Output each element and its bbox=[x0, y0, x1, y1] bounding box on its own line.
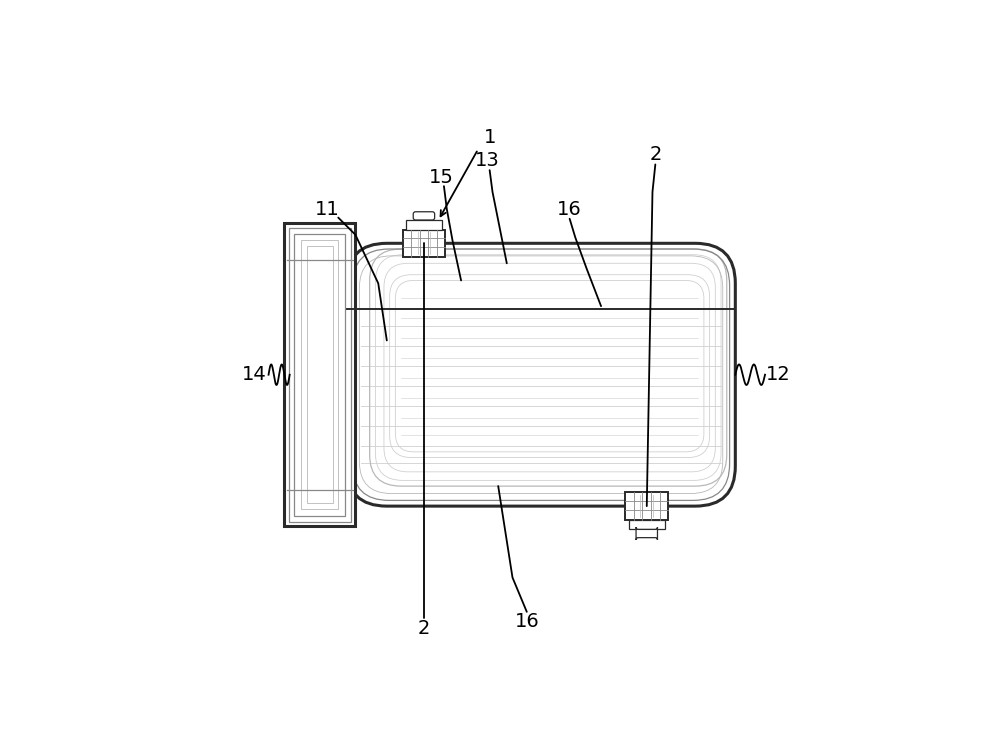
Bar bbox=[289, 228, 351, 522]
Text: 14: 14 bbox=[242, 365, 267, 384]
Bar bbox=[406, 220, 442, 229]
Text: 16: 16 bbox=[557, 200, 582, 219]
Text: 13: 13 bbox=[474, 151, 499, 170]
Bar bbox=[403, 229, 445, 257]
Text: 12: 12 bbox=[766, 365, 791, 384]
Text: 2: 2 bbox=[649, 145, 662, 164]
Bar bbox=[301, 240, 338, 509]
Bar bbox=[625, 493, 668, 520]
FancyBboxPatch shape bbox=[413, 211, 435, 220]
Bar bbox=[284, 223, 355, 526]
Bar bbox=[294, 234, 345, 516]
FancyBboxPatch shape bbox=[636, 527, 657, 540]
Text: 15: 15 bbox=[429, 168, 454, 187]
Text: 2: 2 bbox=[418, 620, 430, 638]
Bar bbox=[307, 246, 333, 503]
Text: 16: 16 bbox=[514, 612, 539, 631]
Text: 11: 11 bbox=[314, 200, 339, 219]
Text: 1: 1 bbox=[483, 128, 496, 147]
Bar bbox=[629, 520, 665, 530]
